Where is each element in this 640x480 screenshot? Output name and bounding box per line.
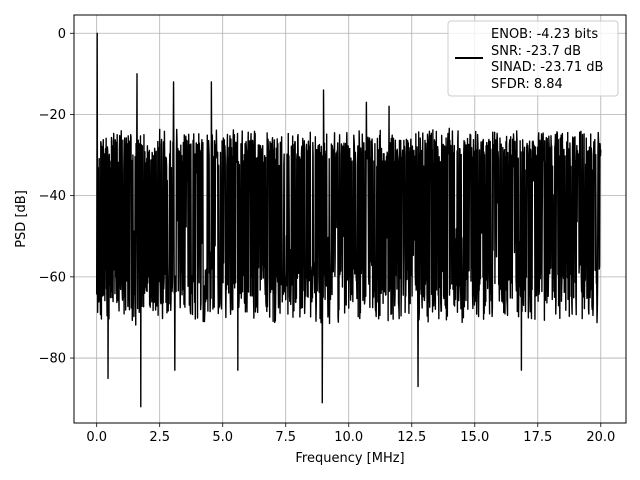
- x-tick-label: 12.5: [397, 430, 426, 445]
- x-tick-label: 10.0: [334, 430, 363, 445]
- y-tick-label: −80: [39, 352, 66, 367]
- x-tick-label: 0.0: [86, 430, 107, 445]
- x-axis-label: Frequency [MHz]: [295, 451, 404, 466]
- legend: ENOB: -4.23 bits SNR: -23.7 dB SINAD: -2…: [447, 20, 619, 97]
- x-tick-label: 7.5: [275, 430, 296, 445]
- y-axis-label: PSD [dB]: [14, 190, 29, 248]
- series-line: [95, 32, 602, 408]
- legend-text-enob: ENOB: -4.23 bits: [491, 27, 598, 42]
- x-tick-label: 15.0: [460, 430, 489, 445]
- x-tick-label: 20.0: [586, 430, 615, 445]
- legend-text-sfdr: SFDR: 8.84: [491, 77, 563, 92]
- x-tick-label: 5.0: [212, 430, 233, 445]
- y-axis: 0 −20 −40 −60 −80: [39, 27, 74, 367]
- y-tick-label: −60: [39, 270, 66, 285]
- x-tick-label: 2.5: [149, 430, 170, 445]
- x-axis: 0.0 2.5 5.0 7.5 10.0 12.5 15.0 17.5 20.0: [86, 423, 615, 445]
- x-tick-label: 17.5: [523, 430, 552, 445]
- y-tick-label: 0: [58, 27, 66, 42]
- psd-series-line: [95, 32, 602, 408]
- legend-text-snr: SNR: -23.7 dB: [491, 44, 581, 59]
- y-tick-label: −20: [39, 108, 66, 123]
- legend-box: [447, 20, 619, 97]
- y-tick-label: −40: [39, 189, 66, 204]
- axes-frame: [73, 14, 627, 424]
- legend-text-sinad: SINAD: -23.71 dB: [491, 60, 603, 75]
